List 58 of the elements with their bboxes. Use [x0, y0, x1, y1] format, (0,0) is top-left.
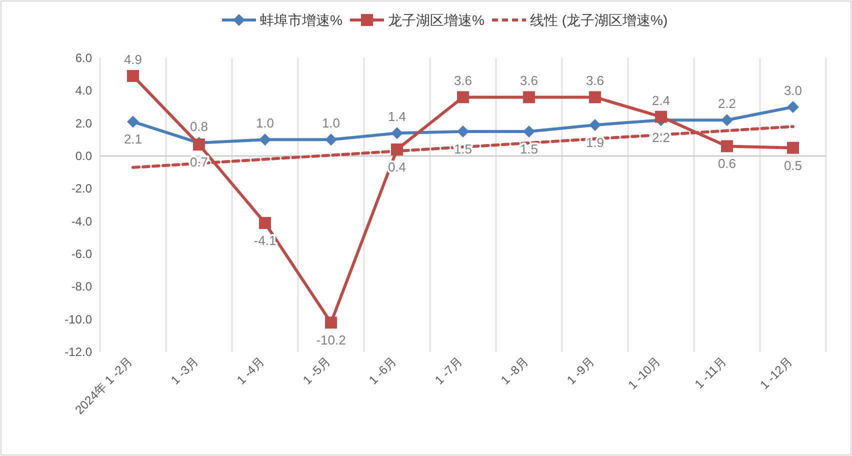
point — [589, 118, 601, 131]
data-label: 3.6 — [586, 73, 604, 88]
x-tick-label: 1 -7月 — [432, 354, 466, 388]
y-tick-label: -10.0 — [64, 312, 92, 326]
y-tick-label: 0.0 — [75, 149, 92, 163]
y-tick-label: -12.0 — [64, 345, 92, 359]
point — [523, 126, 535, 138]
point — [457, 91, 469, 104]
point — [391, 127, 403, 140]
legend-label: 线性 (龙子湖区增速%) — [530, 12, 668, 28]
point — [721, 140, 733, 152]
point — [325, 316, 337, 329]
x-tick-label: 1 -4月 — [234, 354, 268, 388]
x-tick-label: 1 -3月 — [168, 354, 202, 388]
point — [259, 134, 271, 146]
data-label: 0.6 — [718, 156, 736, 172]
point — [325, 134, 337, 146]
y-tick-label: -2.0 — [71, 182, 92, 196]
data-label: 3.6 — [520, 73, 538, 88]
x-tick-label: 1 -5月 — [300, 354, 334, 388]
point — [259, 216, 271, 229]
x-tick-label: 1 -9月 — [564, 354, 598, 388]
x-tick-label: 1 -8月 — [498, 354, 532, 388]
data-label: 3.0 — [784, 83, 802, 98]
data-label: 0.5 — [784, 158, 802, 173]
point — [523, 91, 535, 104]
data-label: -4.1 — [254, 232, 276, 248]
x-tick-label: 1 -11月 — [692, 354, 730, 392]
x-tick-label: 1 -12月 — [757, 354, 796, 392]
y-tick-label: 6.0 — [75, 51, 92, 65]
point — [721, 114, 733, 126]
data-label: 2.1 — [124, 132, 142, 147]
legend-label: 龙子湖区增速% — [388, 12, 484, 28]
point — [127, 116, 139, 128]
y-tick-label: 4.0 — [75, 84, 92, 98]
point — [127, 70, 139, 82]
y-tick-label: -4.0 — [71, 214, 92, 228]
data-label: 2.2 — [718, 96, 736, 112]
data-label: 3.6 — [454, 73, 472, 88]
point — [787, 101, 799, 113]
data-label: 2.4 — [652, 92, 670, 108]
y-tick-label: 2.0 — [75, 116, 92, 130]
point — [589, 91, 601, 104]
legend-label: 蚌埠市增速% — [260, 12, 342, 28]
data-label: 1.5 — [520, 142, 538, 156]
data-label: 0.8 — [190, 118, 208, 134]
y-tick-label: -8.0 — [71, 280, 92, 294]
point — [457, 126, 469, 138]
point — [655, 110, 667, 123]
data-label: -10.2 — [316, 332, 346, 348]
y-tick-label: -6.0 — [71, 247, 92, 261]
point — [787, 142, 799, 154]
data-label: 1.4 — [388, 109, 406, 124]
data-label: 1.0 — [256, 116, 274, 131]
data-label: 4.9 — [124, 52, 142, 67]
x-tick-label: 1 -10月 — [625, 354, 664, 392]
x-tick-label: 1 -6月 — [366, 354, 400, 388]
data-label: 1.0 — [322, 116, 340, 131]
